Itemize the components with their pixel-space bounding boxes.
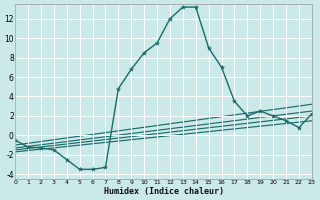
X-axis label: Humidex (Indice chaleur): Humidex (Indice chaleur) bbox=[103, 187, 223, 196]
